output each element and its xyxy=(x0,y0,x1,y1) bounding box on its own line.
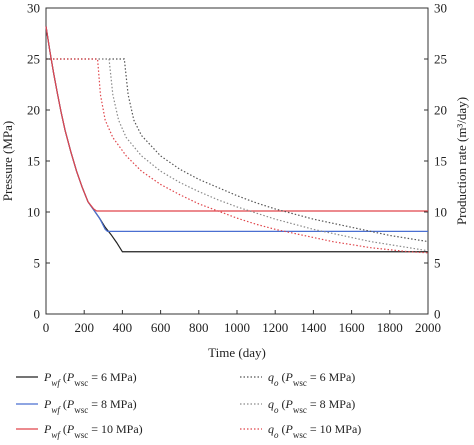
series-line-4 xyxy=(46,58,429,252)
y-left-tick-label: 15 xyxy=(27,154,40,169)
y-right-tick-label: 10 xyxy=(434,205,447,220)
legend-label-0: Pwf (Pwsc = 6 MPa) xyxy=(43,370,137,388)
plot-frame xyxy=(45,7,429,315)
x-tick-label: 600 xyxy=(151,320,171,335)
series-line-1 xyxy=(45,26,428,232)
y-axis-label-left: Pressure (MPa) xyxy=(0,121,15,202)
legend-label-5: qo (Pwsc = 10 MPa) xyxy=(268,422,361,440)
legend-label-1: Pwf (Pwsc = 8 MPa) xyxy=(43,397,137,415)
x-tick-label: 0 xyxy=(43,320,50,335)
x-tick-label: 400 xyxy=(113,320,133,335)
legend-label-3: qo (Pwsc = 6 MPa) xyxy=(268,370,355,388)
series-line-2 xyxy=(45,26,428,212)
tick-layer: 0 200 400 600 800 1000 1200 1400 1600 1800 2000051… xyxy=(27,1,447,336)
x-tick-label: 1000 xyxy=(224,320,250,335)
y-right-tick-label: 0 xyxy=(434,307,441,322)
y-left-tick-label: 5 xyxy=(34,256,41,271)
x-axis-label: Time (day) xyxy=(208,345,266,360)
x-tick-label: 2000 xyxy=(415,320,441,335)
x-tick-label: 1400 xyxy=(300,320,326,335)
x-tick-label: 1200 xyxy=(262,320,288,335)
y-right-tick-label: 20 xyxy=(434,103,447,118)
y-right-tick-label: 30 xyxy=(434,1,447,16)
y-left-tick-label: 0 xyxy=(34,307,41,322)
plot-area: 0 200 400 600 800 1000 1200 1400 1600 1800 2000051… xyxy=(27,1,447,336)
legend-label-4: qo (Pwsc = 8 MPa) xyxy=(268,397,355,415)
series-line-5 xyxy=(46,58,429,254)
series-layer xyxy=(45,26,429,254)
series-line-3 xyxy=(46,58,429,243)
legend: Pwf (Pwsc = 6 MPa) Pwf (Pwsc = 8 MPa) Pwf … xyxy=(16,370,361,440)
y-right-tick-label: 25 xyxy=(434,52,447,67)
x-tick-label: 800 xyxy=(189,320,209,335)
y-left-tick-label: 25 xyxy=(27,52,40,67)
x-tick-label: 200 xyxy=(74,320,94,335)
y-left-tick-label: 20 xyxy=(27,103,40,118)
legend-label-2: Pwf (Pwsc = 10 MPa) xyxy=(43,422,143,440)
y-left-tick-label: 30 xyxy=(27,1,40,16)
x-tick-label: 1800 xyxy=(377,320,403,335)
y-right-tick-label: 5 xyxy=(434,256,441,271)
series-line-0 xyxy=(45,26,428,253)
y-left-tick-label: 10 xyxy=(27,205,40,220)
x-tick-label: 1600 xyxy=(339,320,365,335)
y-axis-label-right: Production rate (m³/day) xyxy=(454,97,469,225)
y-right-tick-label: 15 xyxy=(434,154,447,169)
